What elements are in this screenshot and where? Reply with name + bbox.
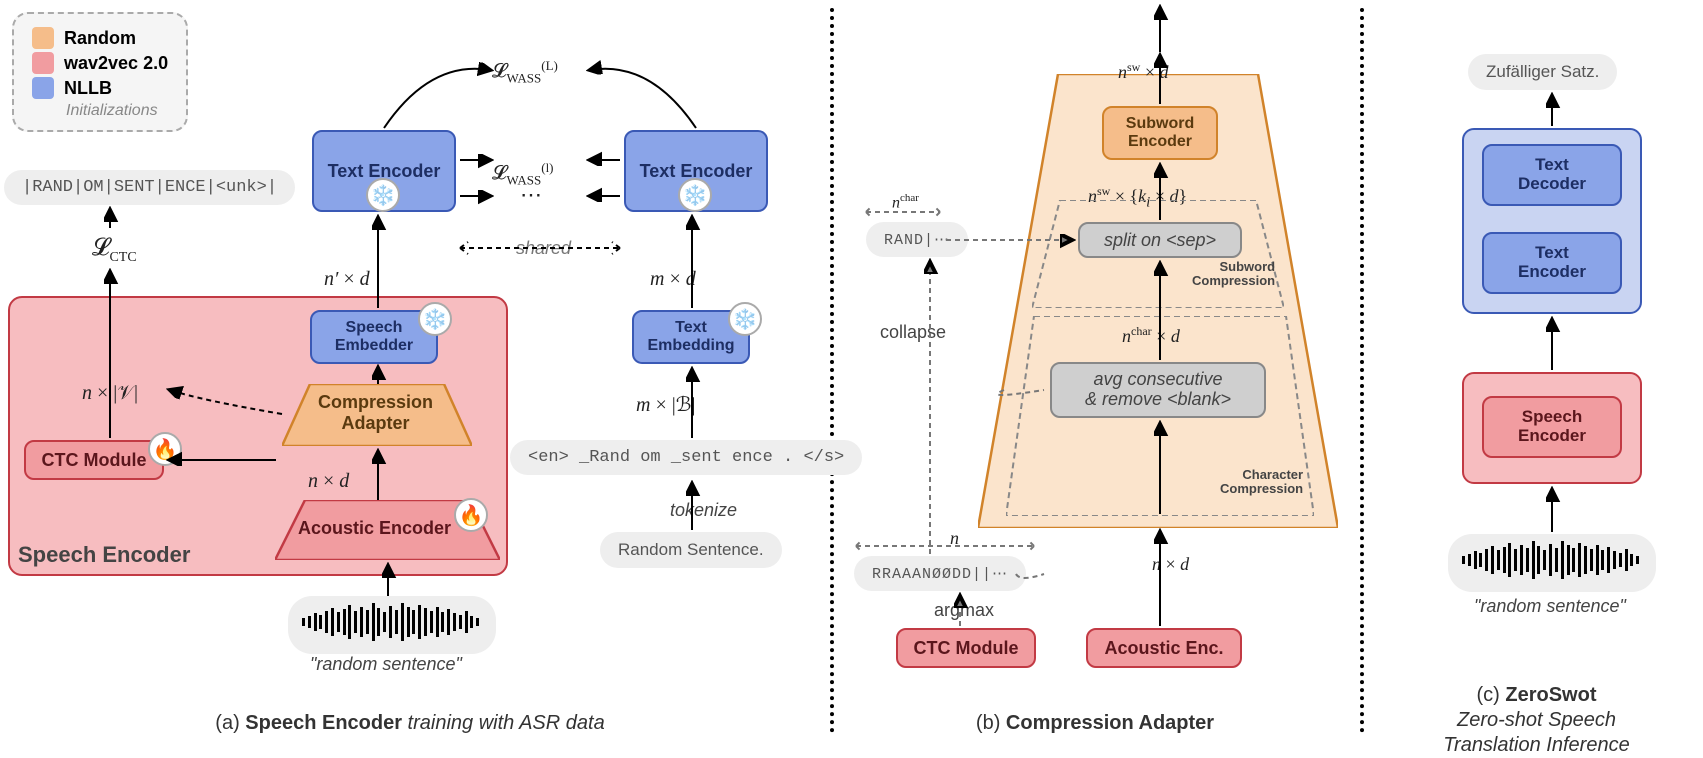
panel-c: Zufälliger Satz. TextDecoder TextEncoder… [1370,0,1703,700]
divider-2 [1360,8,1364,733]
arrows-c [1370,0,1703,700]
caption-a: (a) Speech Encoder training with ASR dat… [0,712,820,735]
panel-b: SubwordEncoder nsw × d nsw × {ki × d} nc… [840,0,1350,700]
caption-b: (b) Compression Adapter [840,712,1350,735]
panel-a: |RAND|OM|SENT|ENCE|<unk>| 𝓛CTC Speech En… [0,0,820,700]
arrows-b [840,0,1350,700]
divider-1 [830,8,834,733]
caption-c: (c) ZeroSwot Zero-shot SpeechTranslation… [1370,683,1703,758]
arrows-a [0,0,820,700]
